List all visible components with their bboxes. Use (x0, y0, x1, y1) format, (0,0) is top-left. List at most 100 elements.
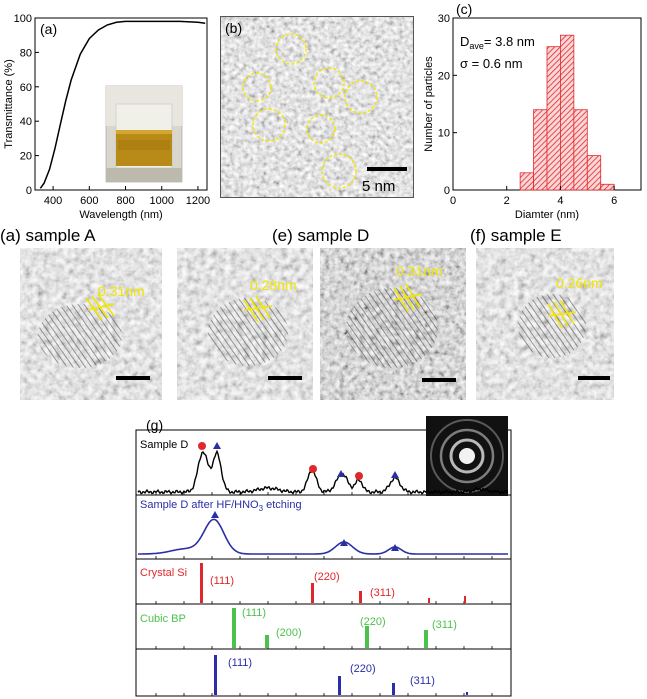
scale-bar (367, 167, 407, 171)
bp-peak-marker (337, 470, 345, 477)
hrtem-sample-d-2 (320, 248, 466, 400)
y-tick-label: 100 (14, 13, 32, 25)
x-tick-label: 4 (557, 195, 563, 207)
cubic-bp-reference: Cubic BP (111) (200) (220) (311) (140, 607, 457, 648)
bp-200-line (265, 635, 269, 648)
panel-g-letter: (g) (146, 417, 163, 433)
bp-peak-marker (213, 442, 221, 449)
si-peak-marker (355, 472, 363, 480)
y-tick-label: 20 (20, 151, 32, 163)
histogram-bar (546, 46, 561, 191)
nanoparticle-circles (242, 33, 378, 189)
xrd-frame (135, 429, 512, 697)
y-tick-label: 80 (20, 47, 32, 59)
ref3-minor-line (466, 692, 468, 695)
x-tick-label: 1200 (186, 195, 210, 207)
label-sample-e: (f) sample E (470, 226, 562, 245)
si-minor-line (428, 598, 430, 603)
bp-peak-220: (220) (360, 616, 386, 628)
bp-label: Cubic BP (140, 613, 186, 625)
y-tick-label: 30 (438, 13, 450, 25)
lattice-spacing-a: 0.31nm (98, 283, 145, 299)
si-311-line (359, 591, 362, 603)
bp-peak-200: (200) (276, 627, 302, 639)
si-peak-311: (311) (370, 587, 395, 599)
bp-311-line (424, 630, 428, 648)
histogram-bar (519, 172, 534, 191)
bp-peak-marker (340, 539, 348, 546)
si-111-line (200, 563, 203, 603)
sigma-annotation: σ = 0.6 nm (460, 56, 523, 71)
d-ave-annotation: Dave= 3.8 nm (460, 34, 535, 51)
si-label: Crystal Si (140, 567, 187, 579)
ref3-111-line (214, 655, 217, 695)
label-sample-d: (e) sample D (272, 226, 370, 245)
x-tick-label: 1000 (149, 195, 173, 207)
panel-a-ylabel: Transmittance (%) (3, 59, 15, 148)
trace1-peak-markers (198, 442, 399, 480)
label-sample-a: (a) sample A (0, 226, 96, 245)
bp-peak-marker (211, 511, 219, 518)
lattice-markers (85, 283, 577, 329)
lattice-spacing-d2: 0.31nm (396, 263, 443, 279)
histogram-bar (533, 109, 548, 191)
panel-a-letter: (a) (40, 21, 57, 37)
ref3-peak-111: (111) (228, 657, 252, 669)
panel-a-ticks: 0 20 40 60 80 100 400 600 800 1000 1200 (14, 13, 211, 207)
histogram-bar (600, 183, 615, 191)
y-tick-label: 60 (20, 82, 32, 94)
y-tick-label: 40 (20, 116, 32, 128)
diffraction-pattern-inset (426, 416, 508, 496)
hrtem-images-row: 0.31nm 0.28nm 0.31nm 0.26nm (20, 248, 614, 400)
crystal-si-reference: Crystal Si (111) (220) (311) (140, 563, 466, 603)
panel-c-size-histogram: 0 10 20 30 0 2 4 6 (c) Number of particles Diam… (423, 1, 642, 221)
x-tick-label: 6 (611, 195, 617, 207)
scale-bar (268, 376, 302, 380)
panel-c-letter: (c) (456, 1, 472, 17)
scale-bar (578, 376, 610, 380)
lattice-spacing-e: 0.26nm (556, 275, 603, 291)
xrd-tick-marks (155, 492, 493, 696)
ref3-peak-220: (220) (350, 663, 376, 675)
x-tick-label: 600 (80, 195, 98, 207)
hrtem-sample-e (476, 248, 614, 400)
panel-c-ylabel: Number of particles (423, 56, 435, 152)
panel-c-ticks: 0 10 20 30 0 2 4 6 (438, 13, 617, 207)
panel-a-xlabel: Wavelength (nm) (79, 209, 162, 221)
bp-220-line (365, 626, 369, 648)
transmittance-curve (39, 20, 206, 189)
panel-dividers (136, 494, 511, 650)
y-tick-label: 0 (26, 185, 32, 197)
x-tick-label: 400 (44, 195, 62, 207)
sample-d-xrd-trace (137, 449, 509, 496)
x-tick-label: 2 (504, 195, 510, 207)
si-peak-111: (111) (210, 575, 234, 587)
panel-b-letter: (b) (225, 20, 242, 36)
si-220-line (311, 583, 314, 603)
ref3-peak-311: (311) (410, 675, 435, 687)
hrtem-sample-d-1 (177, 248, 313, 400)
y-tick-label: 10 (438, 128, 450, 140)
bp-111-line (232, 608, 236, 648)
hrtem-sample-a (20, 248, 162, 400)
scale-bar-label: 5 nm (362, 178, 395, 195)
blue-reference: (111) (220) (311) (214, 655, 468, 695)
si-peak-220: (220) (314, 571, 340, 583)
panel-b-tem-image: (b) 5 nm (220, 16, 414, 198)
ref3-220-line (338, 676, 341, 695)
x-tick-label: 800 (116, 195, 134, 207)
trace2-label: Sample D after HF/HNO3 etching (140, 499, 302, 513)
vial-photo-inset (105, 85, 183, 183)
x-tick-label: 0 (450, 195, 456, 207)
scale-bar (116, 376, 150, 380)
histogram-bar (586, 155, 602, 191)
panel-g-xrd-patterns: (g) Sample D Sample D after HF/HNO3 etch… (135, 416, 512, 697)
etched-xrd-trace (138, 518, 508, 555)
histogram-bar (560, 34, 575, 191)
si-peak-marker (198, 442, 206, 450)
histogram-bar (573, 109, 588, 191)
histogram-bars (519, 34, 615, 191)
bp-peak-311: (311) (432, 619, 457, 631)
bp-peak-marker (391, 471, 399, 478)
scale-bar (422, 378, 456, 382)
